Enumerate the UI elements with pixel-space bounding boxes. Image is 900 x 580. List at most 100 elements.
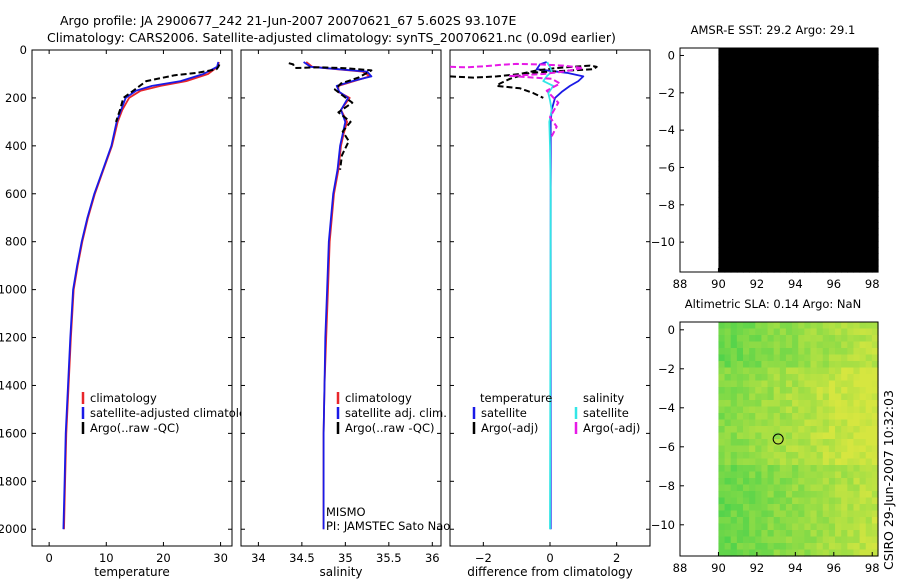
amsre_sst_map-heat-cell (835, 135, 842, 142)
amsre_sst_map-heat-cell (816, 234, 824, 242)
amsre_sst_map-heat-cell (798, 141, 805, 149)
altimetric_sla_map-heat-cell (853, 406, 861, 414)
altimetric_sla_map-heat-cell (724, 549, 732, 557)
altimetric_sla_map-heat-cell (835, 478, 842, 486)
amsre_sst_map-heat-cell (792, 128, 799, 136)
altimetric_sla_map-heat-cell (847, 354, 855, 362)
altimetric_sla_map-heat-cell (804, 510, 812, 518)
altimetric_sla_map-heat-cell (785, 465, 793, 473)
amsre_sst_map-heat-cell (718, 122, 726, 130)
altimetric_sla_map-heat-cell (742, 393, 750, 401)
altimetric_sla_map-heat-cell (865, 504, 873, 512)
amsre_sst_map-heat-cell (865, 247, 873, 254)
altimetric_sla_map-heat-cell (847, 523, 855, 531)
amsre_sst_map-heat-cell (871, 184, 879, 192)
altimetric_sla_map-heat-cell (785, 497, 793, 505)
amsre_sst_map-heat-cell (773, 147, 781, 155)
altimetric_sla_map-heat-cell (792, 400, 799, 408)
amsre_sst_map-heat-cell (810, 72, 818, 80)
altimetric_sla_map-heat-cell (828, 432, 836, 440)
altimetric_sla_map-heat-cell (822, 380, 830, 388)
altimetric_sla_map-heat-cell (816, 523, 824, 531)
amsre_sst_map-heat-cell (767, 48, 775, 55)
amsre_sst_map-heat-cell (810, 197, 818, 205)
amsre_sst_map-heat-cell (865, 160, 873, 167)
altimetric_sla_map-heat-cell (755, 387, 763, 395)
amsre_sst_map-heat-cell (822, 234, 830, 242)
figure-title-line1: Argo profile: JA 2900677_242 21-Jun-2007… (60, 13, 517, 28)
amsre_sst_map-heat-cell (767, 265, 775, 273)
altimetric_sla_map-heat-cell (859, 348, 867, 356)
altimetric_sla_map-heat-cell (736, 517, 744, 525)
altimetric_sla_map-heat-cell (810, 478, 818, 486)
altimetric_sla_map-heat-cell (773, 510, 781, 518)
altimetric_sla_map-heat-cell (718, 491, 726, 499)
altimetric_sla_map-heat-cell (810, 536, 818, 544)
amsre_sst_map-heat-cell (779, 222, 787, 230)
altimetric_sla_map-heat-cell (749, 523, 756, 531)
altimetric_sla_map-heat-cell (804, 471, 812, 479)
amsre_sst_map-heat-cell (785, 184, 793, 192)
altimetric_sla_map-heat-cell (785, 374, 793, 382)
altimetric_sla_map-heat-cell (798, 328, 805, 336)
amsre_sst_map-heat-cell (798, 147, 805, 155)
amsre_sst_map-heat-cell (828, 85, 836, 93)
altimetric_sla_map-heat-cell (816, 328, 824, 336)
altimetric_sla_map-heat-cell (798, 387, 805, 395)
altimetric_sla_map-heat-cell (773, 543, 781, 551)
altimetric_sla_map-heat-cell (785, 387, 793, 395)
altimetric_sla_map-heat-cell (810, 458, 818, 466)
amsre_sst_map-heat-cell (865, 259, 873, 267)
altimetric_sla_map-heat-cell (773, 517, 781, 525)
amsre_sst_map-heat-cell (749, 54, 756, 62)
amsre_sst_map-heat-cell (810, 116, 818, 124)
altimetric_sla_map-heat-cell (810, 510, 818, 518)
amsre_sst_map-heat-cell (724, 172, 732, 180)
altimetric_sla_map-heat-cell (841, 478, 848, 486)
amsre_sst_map-heat-cell (730, 110, 738, 118)
amsre_sst_map-heat-cell (755, 147, 763, 155)
amsre_sst_map-heat-cell (798, 203, 805, 211)
amsre_sst_map-heat-cell (828, 135, 836, 142)
altimetric_sla_map-heat-cell (792, 517, 799, 525)
amsre_sst_map-heat-cell (773, 191, 781, 198)
altimetric_sla_map-heat-cell (755, 439, 763, 447)
amsre_sst_map-heat-cell (779, 79, 787, 86)
altimetric_sla_map-heat-cell (736, 471, 744, 479)
altimetric_sla_map-heat-cell (804, 536, 812, 544)
amsre_sst_map-heat-cell (779, 265, 787, 273)
altimetric_sla_map-heat-cell (718, 380, 726, 388)
altimetric_sla_map-heat-cell (810, 523, 818, 531)
altimetric_sla_map-heat-cell (742, 426, 750, 434)
amsre_sst_map-heat-cell (853, 240, 861, 248)
altimetric_sla_map-heat-cell (785, 549, 793, 557)
amsre_sst_map-heat-cell (822, 265, 830, 273)
altimetric_sla_map-heat-cell (767, 478, 775, 486)
amsre_sst_map-heat-cell (755, 265, 763, 273)
amsre_sst_map-heat-cell (853, 79, 861, 86)
amsre_sst_map-heat-cell (755, 72, 763, 80)
amsre_sst_map-heat-cell (804, 97, 812, 105)
amsre_sst_map-heat-cell (785, 253, 793, 261)
altimetric_sla_map-heat-cell (755, 413, 763, 421)
altimetric_sla_map-heat-cell (779, 426, 787, 434)
amsre_sst_map-heat-cell (785, 166, 793, 174)
altimetric_sla_map-heat-cell (718, 465, 726, 473)
altimetric_sla_map-heat-cell (816, 367, 824, 375)
altimetric_sla_map-heat-cell (755, 380, 763, 388)
amsre_sst_map-heat-cell (724, 141, 732, 149)
altimetric_sla_map-heat-cell (792, 478, 799, 486)
altimetric_sla_map-heat-cell (822, 348, 830, 356)
altimetric_sla_map-heat-cell (724, 497, 732, 505)
difference-legend-title-salinity: salinity (583, 391, 624, 405)
altimetric_sla_map-xtick-label: 88 (673, 561, 688, 575)
amsre_sst_map-heat-cell (785, 191, 793, 198)
altimetric_sla_map-heat-cell (810, 497, 818, 505)
altimetric_sla_map-heat-cell (742, 536, 750, 544)
amsre_sst_map-heat-cell (785, 216, 793, 223)
amsre_sst_map-heat-cell (835, 172, 842, 180)
amsre_sst_map-heat-cell (773, 79, 781, 86)
amsre_sst_map-heat-cell (841, 178, 848, 186)
amsre_sst_map-heat-cell (859, 141, 867, 149)
altimetric_sla_map-heat-cell (804, 387, 812, 395)
